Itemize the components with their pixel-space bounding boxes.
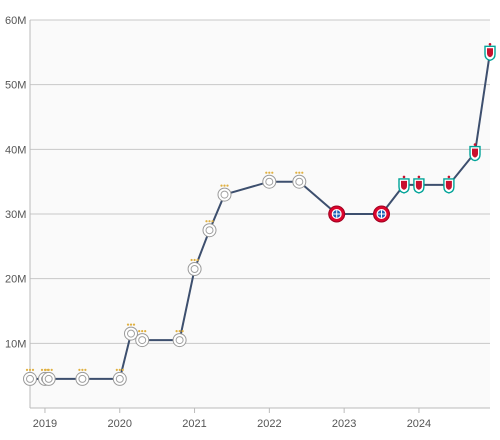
y-tick-label: 40M [5,144,26,156]
data-point-liverpool-crest[interactable] [469,143,481,162]
x-tick-label: 2024 [407,418,431,430]
data-point-ajax-crest[interactable] [292,171,307,189]
data-point-ajax-crest[interactable] [217,184,232,202]
grid-lines [30,19,490,408]
x-tick-label: 2021 [182,418,206,430]
y-tick-label: 50M [5,80,26,92]
x-tick-label: 2022 [257,418,281,430]
axes [29,20,490,409]
data-point-ajax-crest[interactable] [172,330,187,348]
x-tick-label: 2023 [332,418,356,430]
data-point-ajax-crest[interactable] [75,368,90,386]
data-point-liverpool-crest[interactable] [443,175,455,194]
data-point-bayern-crest[interactable] [328,205,346,223]
data-point-ajax-crest[interactable] [135,330,150,348]
y-tick-label: 10M [5,338,26,350]
data-point-ajax-crest[interactable] [112,368,127,386]
data-point-liverpool-crest[interactable] [398,175,410,194]
y-tick-label: 20M [5,274,26,286]
data-point-ajax-crest[interactable] [187,258,202,276]
data-point-ajax-crest[interactable] [262,171,277,189]
y-axis-tick-labels: 10M 20M 30M 40M 50M 60M [5,15,26,350]
club-crest-markers [23,43,496,386]
x-tick-label: 2019 [33,418,57,430]
y-tick-label: 30M [5,209,26,221]
data-point-ajax-crest[interactable] [23,368,37,386]
data-point-ajax-crest[interactable] [202,220,217,238]
data-point-bayern-crest[interactable] [373,205,390,223]
data-point-ajax-crest[interactable] [124,323,138,341]
data-point-liverpool-crest[interactable] [413,175,425,194]
x-axis-tick-labels: 2019 2020 2021 2022 2023 2024 [33,408,431,430]
data-point-liverpool-crest[interactable] [484,43,496,62]
y-tick-label: 60M [5,15,26,27]
data-point-ajax-crest[interactable] [41,368,56,386]
x-tick-label: 2020 [108,418,132,430]
